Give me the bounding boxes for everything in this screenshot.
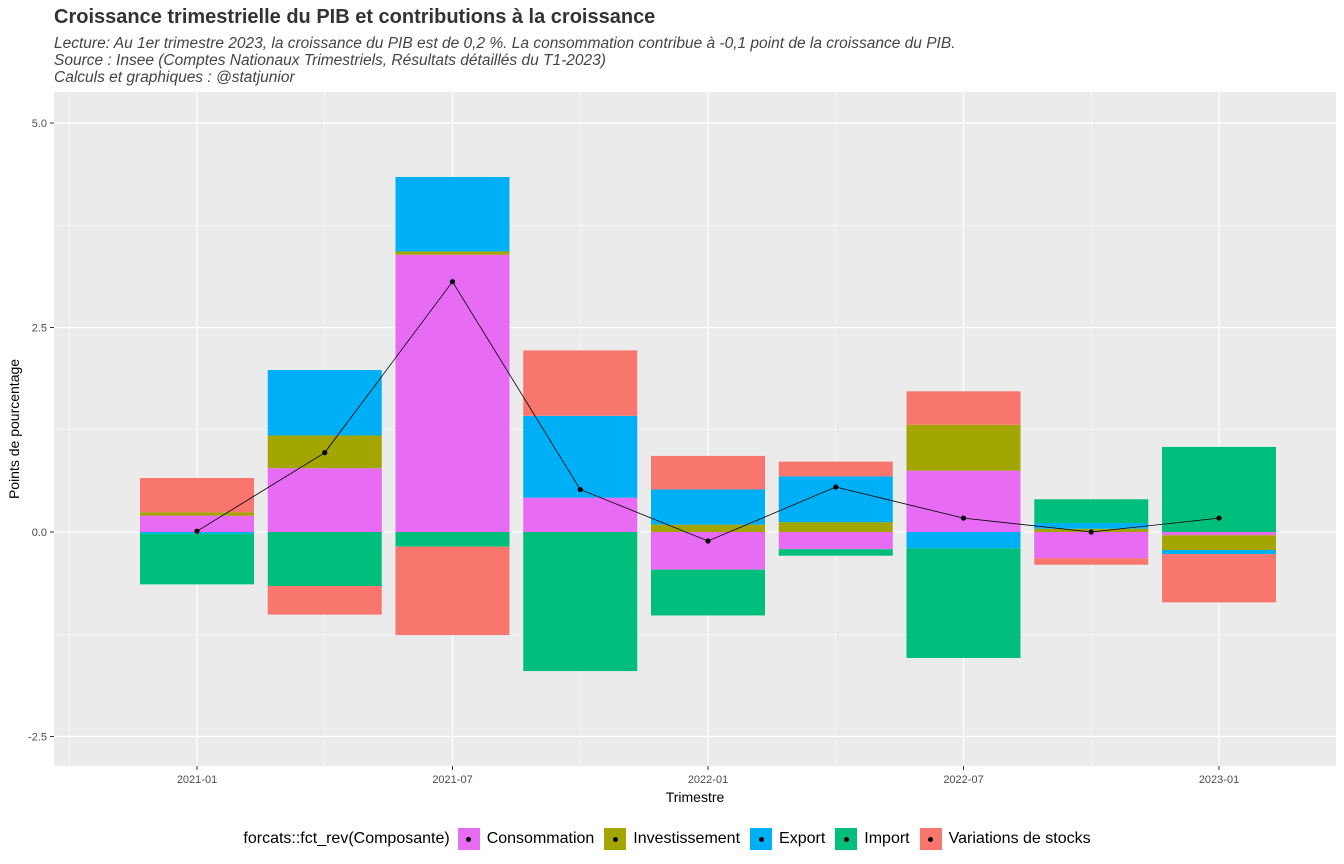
chart-title: Croissance trimestrielle du PIB et contr… (54, 6, 656, 28)
legend-key-point-icon (758, 836, 764, 842)
y-axis-title: Points de pourcentage (6, 359, 22, 499)
bar-consommation-2021-07 (395, 254, 510, 532)
chart-subtitle-source: Source : Insee (Comptes Nationaux Trimes… (54, 52, 606, 69)
bar-variations-de-stocks-2022-01 (651, 455, 765, 490)
x-tick-label: 2022-01 (688, 774, 728, 786)
bar-variations-de-stocks-2021-10 (523, 350, 638, 416)
legend-key-point-icon (466, 836, 472, 842)
gdp-growth-point-2021-07 (449, 279, 456, 285)
x-tick-label: 2021-01 (177, 774, 217, 786)
bar-export-2021-10 (523, 415, 638, 498)
gdp-growth-point-2022-04 (833, 484, 839, 490)
bar-export-2022-07 (906, 532, 1021, 549)
bar-import-2021-04 (267, 532, 382, 586)
legend-item-import: Import (835, 828, 910, 850)
bar-import-2021-07 (395, 532, 510, 547)
bar-variations-de-stocks-2022-10 (1034, 558, 1149, 565)
y-tick-label: -2.5 (28, 732, 47, 744)
legend-label: Export (779, 830, 826, 847)
x-tick-label: 2021-07 (432, 774, 472, 786)
bar-consommation-2022-10 (1034, 532, 1149, 559)
bar-export-2023-01 (1162, 549, 1276, 555)
legend-label: Import (864, 830, 910, 847)
legend-title: forcats::fct_rev(Composante) (243, 830, 450, 847)
bar-export-2022-04 (778, 476, 893, 523)
bar-consommation-2022-07 (906, 470, 1021, 532)
bar-consommation-2023-01 (1162, 532, 1276, 536)
bar-variations-de-stocks-2022-04 (778, 461, 893, 477)
bar-export-2021-07 (395, 176, 510, 252)
bar-import-2021-10 (523, 532, 638, 672)
legend-item-investissement: Investissement (604, 828, 740, 850)
gdp-growth-point-2022-07 (960, 515, 967, 521)
y-tick-label: 2.5 (32, 323, 47, 335)
bar-variations-de-stocks-2023-01 (1162, 554, 1276, 603)
bar-import-2022-07 (906, 548, 1021, 658)
bar-investissement-2023-01 (1162, 535, 1276, 550)
x-tick-label: 2022-07 (943, 774, 983, 786)
gdp-growth-point-2021-01 (194, 528, 200, 534)
y-tick-label: 0.0 (32, 527, 47, 539)
bar-investissement-2021-01 (140, 512, 254, 516)
bar-investissement-2022-07 (906, 424, 1021, 471)
legend-items: Consommation Investissement Export Import Va… (457, 828, 1101, 850)
chart-subtitle-lecture: Lecture: Au 1er trimestre 2023, la crois… (54, 35, 956, 52)
bar-investissement-2022-01 (651, 524, 765, 532)
bar-investissement-2021-07 (395, 251, 510, 255)
legend-key-swatch (457, 828, 480, 850)
bar-import-2021-01 (140, 533, 254, 585)
legend-key-point-icon (928, 836, 934, 842)
bar-import-2022-10 (1034, 499, 1149, 524)
bar-variations-de-stocks-2022-07 (906, 391, 1021, 425)
bar-variations-de-stocks-2021-04 (267, 585, 382, 615)
legend-item-consommation: Consommation (457, 828, 595, 850)
legend-key-swatch (919, 828, 942, 850)
bar-variations-de-stocks-2021-07 (395, 546, 510, 636)
bar-consommation-2021-10 (523, 497, 638, 532)
bar-export-2022-10 (1034, 523, 1149, 529)
legend: forcats::fct_rev(Composante) Consommatio… (0, 828, 1344, 850)
x-axis-title: Trimestre (666, 789, 725, 805)
legend-key-point-icon (843, 836, 849, 842)
legend-label: Variations de stocks (948, 830, 1091, 847)
bar-import-2022-04 (778, 549, 893, 556)
gdp-growth-point-2021-04 (322, 450, 328, 456)
bar-variations-de-stocks-2021-01 (140, 478, 254, 513)
gdp-growth-point-2022-10 (1088, 529, 1094, 535)
y-tick-label: 5.0 (32, 118, 47, 130)
bar-consommation-2021-04 (267, 468, 382, 532)
bar-consommation-2021-01 (140, 515, 254, 532)
legend-item-variations-de-stocks: Variations de stocks (919, 828, 1091, 850)
chart-subtitle-credits: Calculs et graphiques : @statjunior (54, 69, 295, 86)
bar-consommation-2022-04 (778, 532, 893, 550)
bar-consommation-2022-01 (651, 532, 765, 570)
legend-label: Investissement (633, 830, 741, 847)
gdp-growth-point-2023-01 (1216, 515, 1222, 521)
bar-import-2022-01 (651, 569, 765, 616)
x-tick-label: 2023-01 (1199, 774, 1239, 786)
bar-investissement-2022-04 (778, 522, 893, 532)
legend-key-swatch (835, 828, 858, 850)
gdp-growth-point-2022-01 (705, 538, 711, 544)
plot-panel (54, 92, 1336, 766)
bar-export-2022-01 (651, 489, 765, 525)
legend-key-swatch (750, 828, 773, 850)
legend-label: Consommation (486, 830, 595, 847)
legend-key-swatch (604, 828, 627, 850)
legend-key-point-icon (612, 836, 618, 842)
gdp-growth-point-2021-10 (577, 486, 583, 493)
bar-export-2021-04 (267, 370, 382, 436)
legend-item-export: Export (750, 828, 825, 850)
